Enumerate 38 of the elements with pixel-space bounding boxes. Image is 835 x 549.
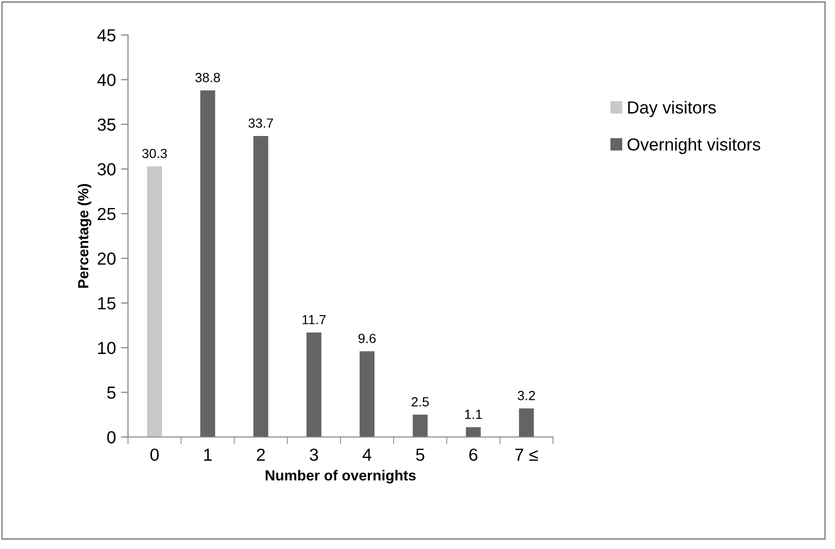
data-label: 9.6 <box>358 334 376 344</box>
y-tick-label: 45 <box>97 29 116 42</box>
y-tick-label: 25 <box>98 208 116 220</box>
legend-label: Overnight visitors <box>628 138 760 154</box>
bar <box>519 408 534 437</box>
y-tick-label: 40 <box>97 74 116 86</box>
legend-label: Day visitors <box>628 100 716 118</box>
data-label: 33.7 <box>248 118 273 128</box>
bar <box>412 414 428 437</box>
x-tick-label: 6 <box>469 448 478 461</box>
y-axis-title: Percentage (%) <box>78 184 92 288</box>
y-tick-label: 15 <box>98 297 116 310</box>
data-label: 2.5 <box>412 397 429 407</box>
x-tick-label: 2 <box>256 448 265 461</box>
x-tick-label: 7 ≤ <box>515 448 538 461</box>
x-tick-label: 4 <box>362 448 372 461</box>
x-tick-label: 1 <box>204 448 212 461</box>
y-tick-label: 30 <box>98 163 116 176</box>
x-tick-label: 3 <box>310 448 318 461</box>
y-tick-label: 35 <box>98 118 116 131</box>
bar <box>147 166 162 437</box>
x-axis-title: Number of overnights <box>266 470 416 484</box>
y-tick-label: 10 <box>98 342 116 354</box>
bar <box>360 351 374 437</box>
data-label: 11.7 <box>302 315 326 324</box>
data-label: 30.3 <box>142 148 167 158</box>
bar <box>466 427 481 437</box>
x-tick-label: 0 <box>150 448 159 461</box>
bar <box>253 136 268 437</box>
y-tick-label: 20 <box>98 252 116 265</box>
data-label: 38.8 <box>195 72 220 82</box>
bar <box>306 332 322 437</box>
bar <box>200 90 216 437</box>
data-label: 1.1 <box>465 410 482 419</box>
x-tick-label: 5 <box>416 448 424 461</box>
y-tick-label: 5 <box>107 386 116 399</box>
y-tick-label: 0 <box>107 431 116 444</box>
data-label: 3.2 <box>518 390 535 400</box>
